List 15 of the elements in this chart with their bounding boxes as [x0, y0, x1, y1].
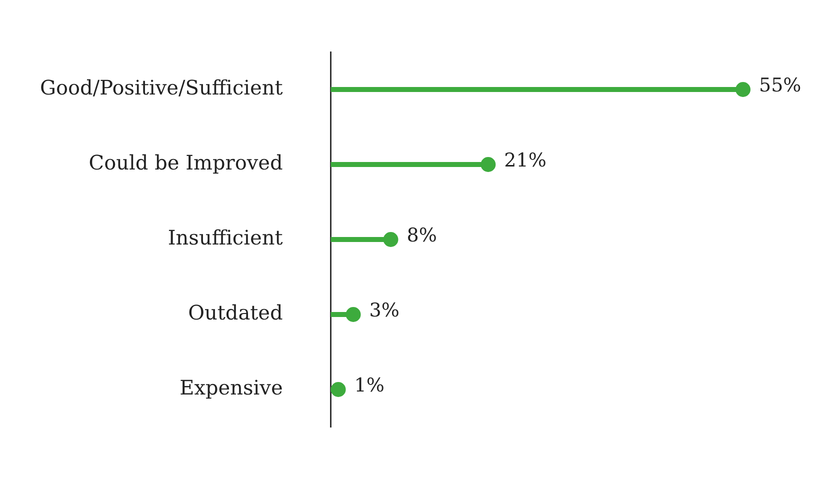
y-tick-label: Expensive [180, 376, 283, 400]
data-label: 1% [354, 374, 384, 396]
y-tick-label: Outdated [188, 300, 283, 325]
data-label: 21% [504, 149, 546, 172]
point [480, 157, 496, 172]
data-label: 55% [759, 74, 802, 96]
y-tick-label: Good/Positive/Sufficient [40, 76, 283, 100]
point [736, 82, 750, 97]
y-tick-label: Could be Improved [88, 150, 283, 175]
data-label: 3% [369, 299, 400, 322]
y-tick-label: Insufficient [168, 226, 283, 250]
point [383, 232, 398, 247]
point [330, 382, 346, 397]
point [346, 307, 361, 322]
data-label: 8% [406, 224, 437, 246]
